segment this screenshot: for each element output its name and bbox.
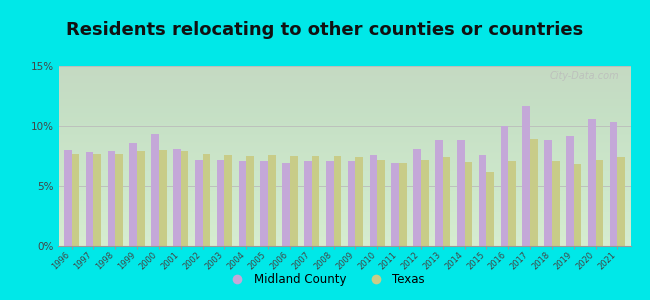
- Bar: [268, 155, 276, 246]
- Bar: [282, 163, 290, 246]
- Bar: [203, 154, 210, 246]
- Bar: [312, 156, 319, 246]
- Bar: [486, 172, 494, 246]
- Bar: [137, 151, 145, 246]
- Bar: [181, 151, 188, 246]
- Bar: [618, 157, 625, 246]
- Bar: [64, 150, 72, 246]
- Bar: [159, 150, 166, 246]
- Bar: [304, 161, 312, 246]
- Bar: [508, 161, 516, 246]
- Bar: [370, 155, 377, 246]
- Bar: [479, 155, 486, 246]
- Bar: [72, 154, 79, 246]
- Bar: [86, 152, 94, 246]
- Bar: [326, 161, 333, 246]
- Bar: [195, 160, 203, 246]
- Bar: [552, 161, 560, 246]
- Bar: [333, 156, 341, 246]
- Bar: [413, 149, 421, 246]
- Bar: [129, 143, 137, 246]
- Bar: [443, 157, 450, 246]
- Bar: [94, 154, 101, 246]
- Text: City-Data.com: City-Data.com: [549, 71, 619, 81]
- Bar: [224, 155, 232, 246]
- Bar: [399, 163, 407, 246]
- Bar: [595, 160, 603, 246]
- Bar: [239, 161, 246, 246]
- Bar: [246, 156, 254, 246]
- Bar: [115, 154, 123, 246]
- Bar: [391, 163, 399, 246]
- Bar: [377, 160, 385, 246]
- Bar: [217, 160, 224, 246]
- Bar: [566, 136, 574, 246]
- Bar: [523, 106, 530, 246]
- Bar: [465, 162, 472, 246]
- Bar: [173, 149, 181, 246]
- Legend: Midland County, Texas: Midland County, Texas: [220, 269, 430, 291]
- Bar: [261, 161, 268, 246]
- Bar: [588, 119, 595, 246]
- Bar: [151, 134, 159, 246]
- Bar: [530, 139, 538, 246]
- Bar: [574, 164, 581, 246]
- Bar: [290, 156, 298, 246]
- Bar: [356, 157, 363, 246]
- Bar: [457, 140, 465, 246]
- Text: Residents relocating to other counties or countries: Residents relocating to other counties o…: [66, 21, 584, 39]
- Bar: [108, 151, 115, 246]
- Bar: [500, 126, 508, 246]
- Bar: [421, 160, 428, 246]
- Bar: [348, 161, 356, 246]
- Bar: [435, 140, 443, 246]
- Bar: [610, 122, 617, 246]
- Bar: [544, 140, 552, 246]
